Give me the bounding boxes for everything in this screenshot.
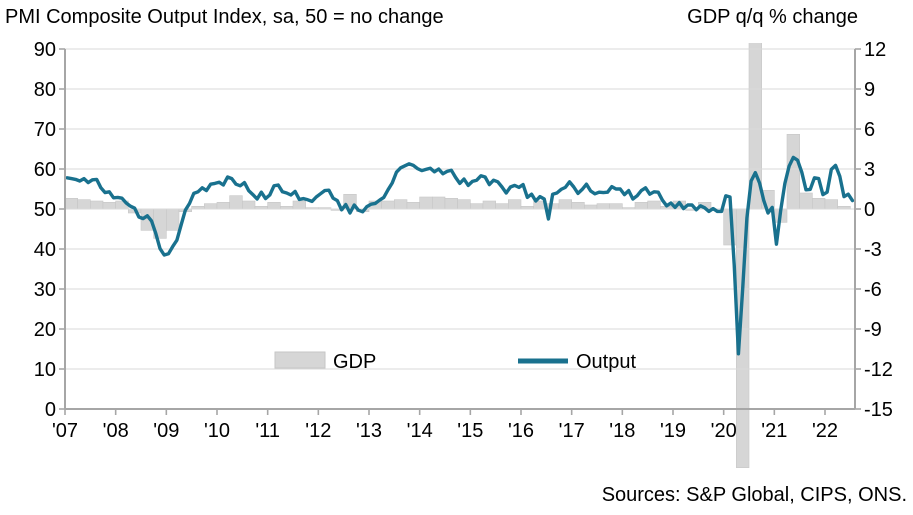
right-tick-label: 9 bbox=[864, 79, 875, 101]
right-tick-label: -6 bbox=[864, 279, 882, 301]
x-tick-label: '16 bbox=[508, 420, 534, 442]
gdp-bar bbox=[77, 199, 91, 210]
gdp-bar bbox=[824, 199, 838, 210]
axis-lines-and-ticks bbox=[59, 48, 861, 415]
gdp-bar bbox=[267, 202, 281, 210]
right-axis-tick-labels: 12 9 6 3 0 -3 -6 -9 -12 -15 bbox=[864, 39, 893, 421]
gdp-bar bbox=[65, 198, 78, 210]
x-tick-label: '14 bbox=[407, 420, 433, 442]
right-tick-label: -12 bbox=[864, 359, 893, 381]
x-tick-label: '22 bbox=[812, 420, 838, 442]
gdp-legend-swatch bbox=[274, 351, 326, 369]
right-tick-label: -3 bbox=[864, 239, 882, 261]
gdp-bar bbox=[381, 200, 395, 210]
gdp-bar bbox=[647, 200, 661, 210]
right-tick-label: 12 bbox=[864, 39, 886, 61]
legend: GDP Output bbox=[274, 351, 636, 373]
gdp-bar bbox=[216, 202, 230, 210]
gdp-bar bbox=[596, 203, 610, 210]
x-tick-label: '18 bbox=[609, 420, 635, 442]
gdp-bar bbox=[457, 199, 471, 210]
gdp-bar bbox=[812, 198, 826, 210]
x-tick-label: '19 bbox=[660, 420, 686, 442]
x-tick-label: '07 bbox=[52, 420, 78, 442]
gdp-bar bbox=[166, 208, 180, 231]
x-tick-label: '08 bbox=[103, 420, 129, 442]
gdp-legend-label: GDP bbox=[333, 351, 376, 373]
x-tick-label: '11 bbox=[255, 420, 280, 442]
right-tick-label: 0 bbox=[864, 199, 875, 221]
gdp-bar bbox=[102, 202, 116, 210]
x-tick-label: '15 bbox=[457, 420, 483, 442]
left-tick-label: 20 bbox=[34, 319, 56, 341]
left-axis-title: PMI Composite Output Index, sa, 50 = no … bbox=[5, 6, 444, 28]
gdp-bar bbox=[90, 200, 104, 210]
gdp-bar bbox=[634, 202, 648, 210]
gdp-bar bbox=[406, 202, 420, 210]
gridlines bbox=[65, 48, 855, 370]
gdp-bar bbox=[584, 204, 598, 210]
right-axis-title: GDP q/q % change bbox=[687, 6, 858, 28]
x-tick-label: '12 bbox=[305, 420, 331, 442]
gdp-bar bbox=[482, 200, 496, 210]
gdp-bar bbox=[204, 203, 218, 210]
left-tick-label: 70 bbox=[34, 119, 56, 141]
gdp-bar bbox=[609, 203, 623, 210]
right-tick-label: 6 bbox=[864, 119, 875, 141]
gdp-bar bbox=[432, 196, 446, 210]
right-tick-label: -9 bbox=[864, 319, 882, 341]
gdp-bar bbox=[242, 200, 256, 210]
left-tick-label: 0 bbox=[45, 399, 56, 421]
right-tick-label: 3 bbox=[864, 159, 875, 181]
left-tick-label: 50 bbox=[34, 199, 56, 221]
left-tick-label: 60 bbox=[34, 159, 56, 181]
right-tick-label: -15 bbox=[864, 399, 893, 421]
source-note: Sources: S&P Global, CIPS, ONS. bbox=[602, 484, 907, 506]
left-tick-label: 10 bbox=[34, 359, 56, 381]
gdp-bar bbox=[419, 196, 433, 210]
output-legend-label: Output bbox=[576, 351, 636, 373]
gdp-bar-series bbox=[65, 43, 851, 468]
left-tick-label: 30 bbox=[34, 279, 56, 301]
gdp-bar bbox=[470, 203, 484, 210]
gdp-bar bbox=[444, 198, 458, 210]
x-tick-label: '21 bbox=[761, 420, 787, 442]
gdp-bar bbox=[394, 199, 408, 210]
left-tick-label: 80 bbox=[34, 79, 56, 101]
gdp-bar bbox=[558, 199, 572, 210]
x-tick-label: '20 bbox=[711, 420, 737, 442]
left-tick-label: 40 bbox=[34, 239, 56, 261]
left-tick-label: 90 bbox=[34, 39, 56, 61]
x-tick-label: '13 bbox=[356, 420, 382, 442]
gdp-bar bbox=[495, 203, 509, 210]
gdp-bar bbox=[546, 203, 560, 210]
gdp-bar bbox=[229, 195, 243, 210]
gdp-bar bbox=[571, 202, 585, 210]
x-tick-label: '17 bbox=[559, 420, 585, 442]
x-axis-tick-labels: '07 '08 '09 '10 '11 '12 '13 '14 '15 '16 '17 '18 '19 '… bbox=[52, 420, 838, 442]
x-tick-label: '09 bbox=[153, 420, 179, 442]
left-axis-tick-labels: 90 80 70 60 50 40 30 20 10 0 bbox=[34, 39, 56, 421]
gdp-bar bbox=[799, 192, 813, 210]
gdp-bar bbox=[292, 200, 306, 210]
x-tick-label: '10 bbox=[204, 420, 230, 442]
output-line-series bbox=[65, 155, 855, 356]
gdp-bar bbox=[508, 199, 522, 210]
